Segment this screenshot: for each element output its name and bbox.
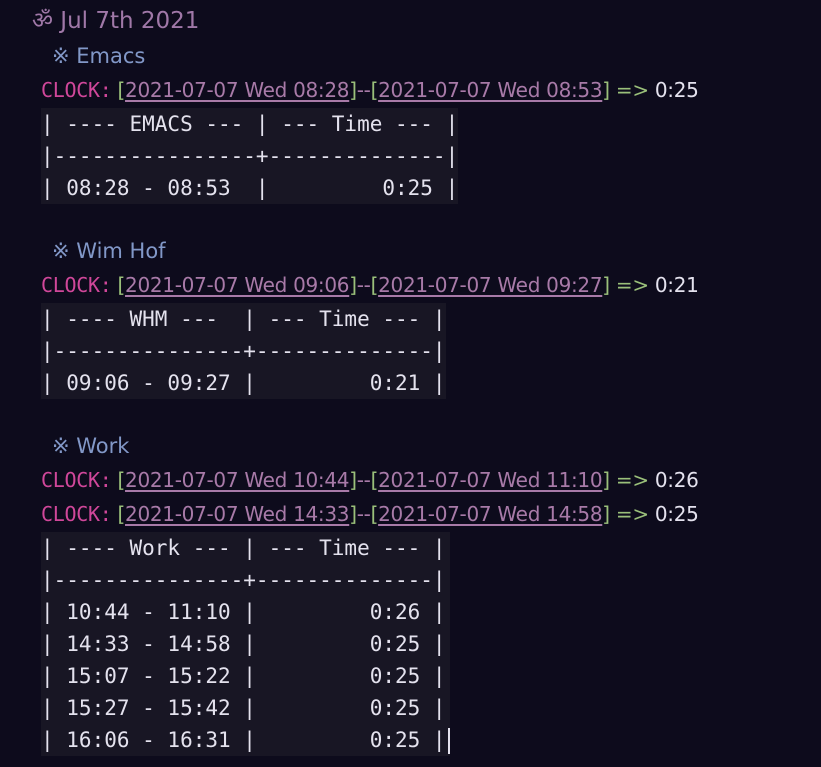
range-dash: -- (356, 273, 371, 297)
bracket-open: [ (370, 78, 379, 102)
bracket-close: ] (349, 502, 357, 526)
clock-keyword: CLOCK: (41, 273, 112, 297)
table-separator-row: |----------------+--------------| (41, 144, 459, 168)
clock-line[interactable]: CLOCK: [2021-07-07 Wed 14:33]--[2021-07-… (41, 502, 699, 528)
clock-start-timestamp[interactable]: 2021-07-07 Wed 14:33 (125, 502, 350, 526)
duration-arrow: => (615, 78, 649, 102)
bracket-open: [ (117, 502, 126, 526)
duration-arrow: => (615, 468, 649, 492)
bracket-open: [ (370, 468, 379, 492)
table-header-row: | ---- Work --- | --- Time --- | (41, 536, 446, 560)
range-dash: -- (356, 502, 371, 526)
bracket-open: [ (117, 78, 126, 102)
table-row: | 10:44 - 11:10 | 0:26 | (41, 600, 446, 624)
table-header-row: | ---- WHM --- | --- Time --- | (41, 307, 446, 331)
table-row: | 15:07 - 15:22 | 0:25 | (41, 664, 446, 688)
clock-start-timestamp[interactable]: 2021-07-07 Wed 09:06 (125, 273, 350, 297)
table-row: | 16:06 - 16:31 | 0:25 | (41, 724, 450, 756)
clock-end-timestamp[interactable]: 2021-07-07 Wed 14:58 (378, 502, 603, 526)
section-title-wim-hof[interactable]: ※ Wim Hof (52, 239, 166, 263)
clock-line[interactable]: CLOCK: [2021-07-07 Wed 09:06]--[2021-07-… (41, 273, 699, 299)
bracket-close: ] (602, 78, 610, 102)
bracket-close: ] (602, 273, 610, 297)
bracket-open: [ (117, 273, 126, 297)
bracket-close: ] (349, 78, 357, 102)
clock-end-timestamp[interactable]: 2021-07-07 Wed 09:27 (378, 273, 603, 297)
clock-keyword: CLOCK: (41, 78, 112, 102)
bracket-open: [ (370, 273, 379, 297)
clock-duration: 0:21 (654, 273, 699, 297)
clock-table-whm[interactable]: | ---- WHM --- | --- Time --- | |-------… (41, 303, 446, 399)
duration-arrow: => (615, 502, 649, 526)
clock-table-work[interactable]: | ---- Work --- | --- Time --- | |------… (41, 532, 450, 756)
table-separator-row: |---------------+--------------| (41, 568, 446, 592)
bracket-open: [ (117, 468, 126, 492)
bracket-close: ] (602, 502, 610, 526)
bracket-open: [ (370, 502, 379, 526)
clock-keyword: CLOCK: (41, 468, 112, 492)
table-row: | 15:27 - 15:42 | 0:25 | (41, 696, 446, 720)
table-separator-row: |---------------+--------------| (41, 339, 446, 363)
duration-arrow: => (615, 273, 649, 297)
range-dash: -- (356, 78, 371, 102)
clock-keyword: CLOCK: (41, 502, 112, 526)
bracket-close: ] (349, 468, 357, 492)
clock-line[interactable]: CLOCK: [2021-07-07 Wed 08:28]--[2021-07-… (41, 78, 699, 104)
table-row: | 14:33 - 14:58 | 0:25 | (41, 632, 446, 656)
date-heading[interactable]: ॐ Jul 7th 2021 (32, 8, 200, 34)
range-dash: -- (356, 468, 371, 492)
table-row-text: | 16:06 - 16:31 | 0:25 | (41, 728, 446, 752)
clock-line[interactable]: CLOCK: [2021-07-07 Wed 10:44]--[2021-07-… (41, 468, 699, 494)
clock-end-timestamp[interactable]: 2021-07-07 Wed 11:10 (378, 468, 603, 492)
clock-table-emacs[interactable]: | ---- EMACS --- | --- Time --- | |-----… (41, 108, 459, 204)
bracket-close: ] (602, 468, 610, 492)
clock-start-timestamp[interactable]: 2021-07-07 Wed 08:28 (125, 78, 350, 102)
bracket-close: ] (349, 273, 357, 297)
clock-end-timestamp[interactable]: 2021-07-07 Wed 08:53 (378, 78, 603, 102)
clock-duration: 0:25 (654, 78, 699, 102)
table-header-row: | ---- EMACS --- | --- Time --- | (41, 112, 459, 136)
text-cursor (447, 728, 450, 754)
section-title-emacs[interactable]: ※ Emacs (52, 44, 146, 68)
table-row: | 08:28 - 08:53 | 0:25 | (41, 176, 459, 200)
section-title-work[interactable]: ※ Work (52, 434, 130, 458)
table-row: | 09:06 - 09:27 | 0:21 | (41, 371, 446, 395)
clock-start-timestamp[interactable]: 2021-07-07 Wed 10:44 (125, 468, 350, 492)
clock-duration: 0:25 (654, 502, 699, 526)
clock-duration: 0:26 (654, 468, 699, 492)
